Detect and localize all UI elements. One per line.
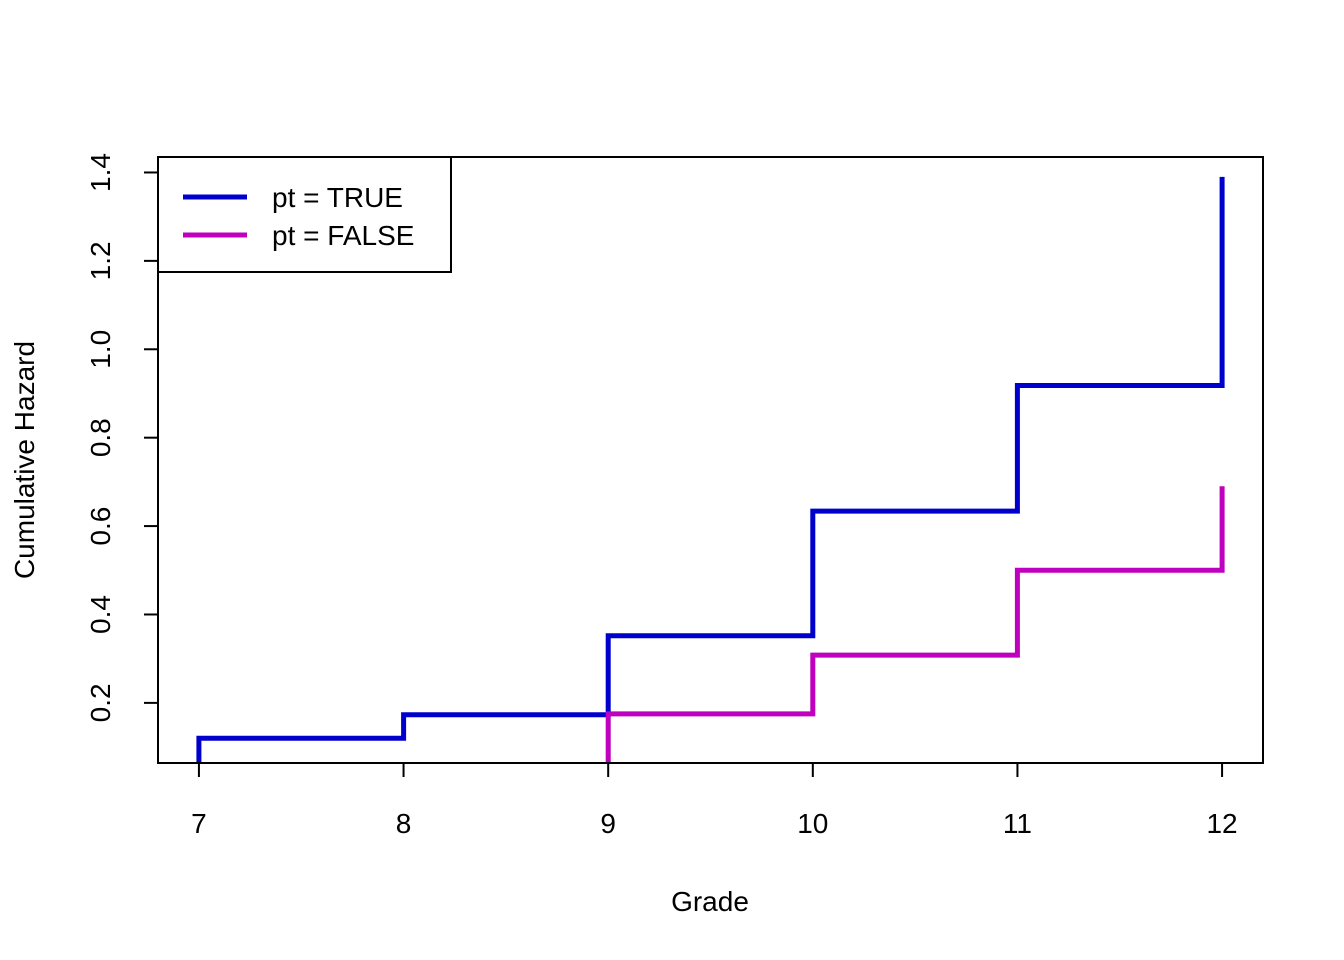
y-tick-label: 0.6	[85, 507, 116, 546]
legend-label: pt = TRUE	[272, 182, 403, 213]
x-tick-label: 7	[191, 808, 207, 839]
x-axis-label: Grade	[671, 886, 749, 917]
x-tick-label: 9	[600, 808, 616, 839]
legend-label: pt = FALSE	[272, 220, 414, 251]
series-line-2	[605, 486, 1225, 763]
y-tick-label: 1.0	[85, 330, 116, 369]
y-axis-label: Cumulative Hazard	[9, 341, 40, 579]
y-tick-label: 0.4	[85, 595, 116, 634]
x-axis: 7 8 9 10 11 12	[191, 762, 1238, 839]
y-tick-label: 0.2	[85, 683, 116, 722]
series-layer	[196, 176, 1225, 763]
y-axis: 0.2 0.4 0.6 0.8 1.0 1.2 1.4	[85, 153, 159, 722]
series-line-1	[196, 176, 1225, 763]
legend: pt = TRUE pt = FALSE	[157, 156, 452, 273]
x-tick-label: 10	[797, 808, 828, 839]
legend-box	[157, 156, 452, 273]
x-tick-label: 11	[1003, 808, 1032, 839]
y-tick-label: 1.4	[85, 153, 116, 192]
y-tick-label: 1.2	[85, 241, 116, 280]
y-tick-label: 0.8	[85, 418, 116, 457]
x-tick-label: 8	[396, 808, 412, 839]
x-tick-label: 12	[1206, 808, 1237, 839]
